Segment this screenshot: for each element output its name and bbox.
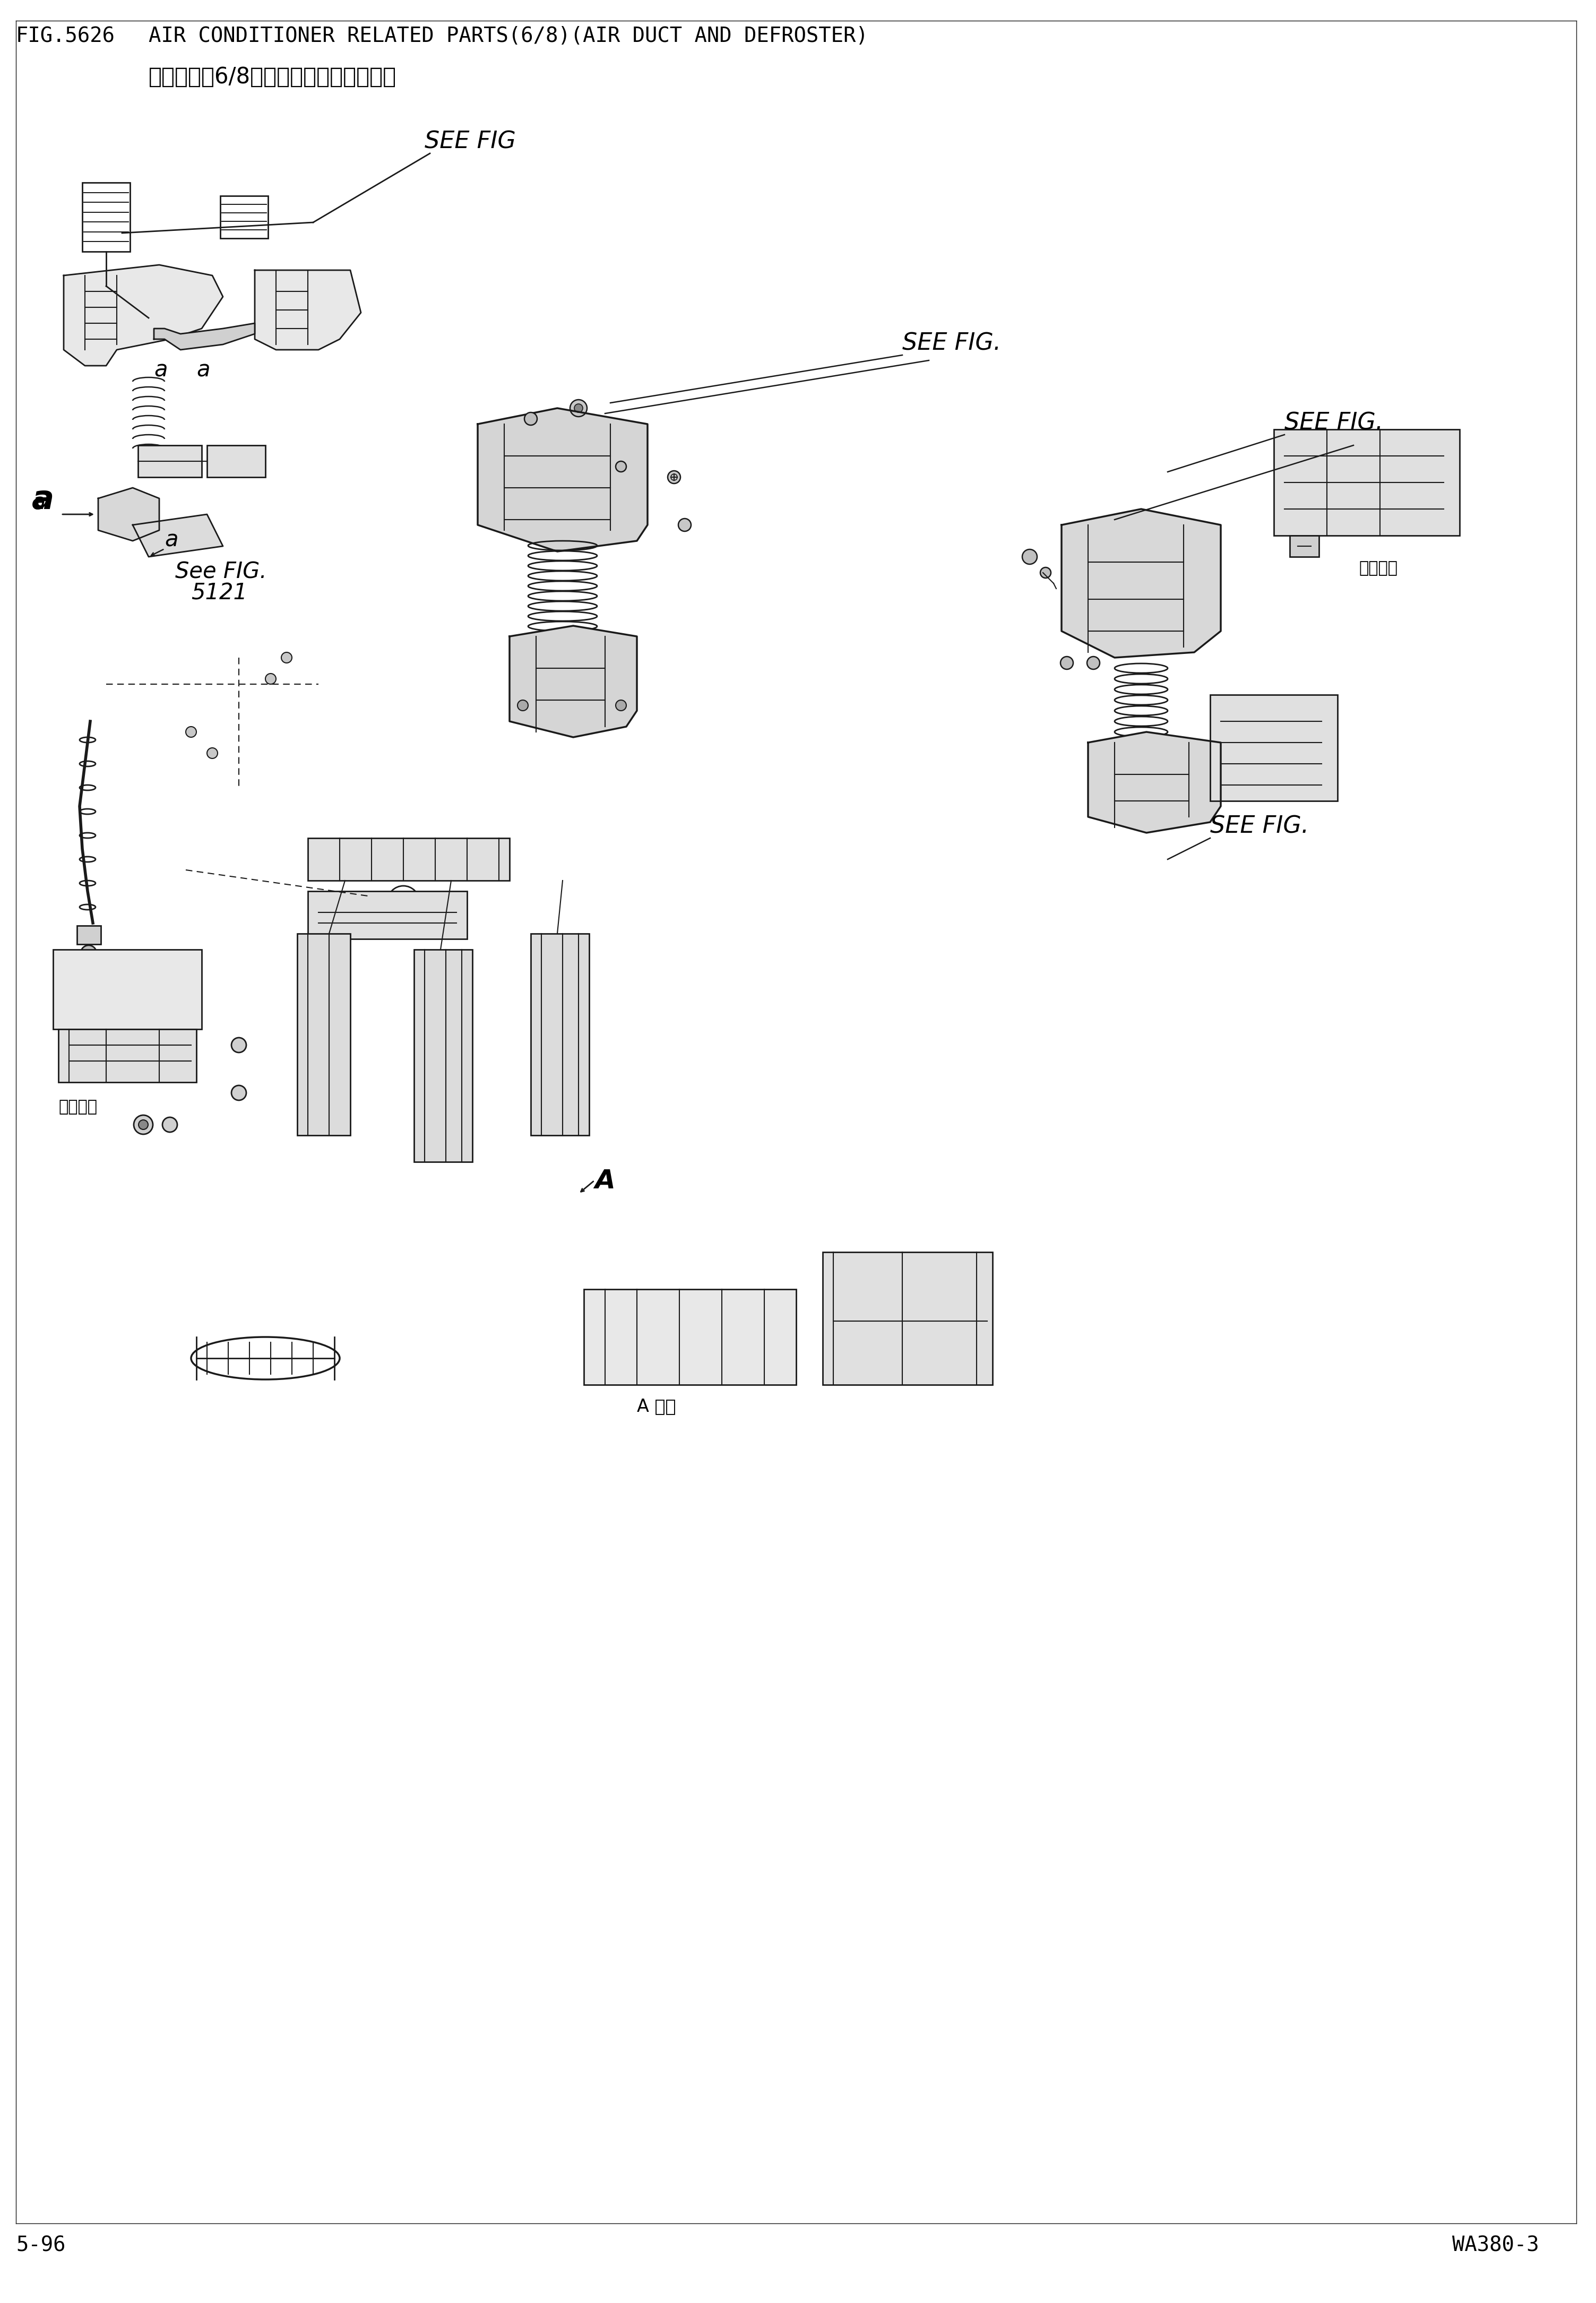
Circle shape: [139, 1119, 148, 1128]
Polygon shape: [509, 626, 637, 737]
Bar: [83, 182, 129, 251]
Text: FIG.5626: FIG.5626: [16, 25, 115, 46]
Circle shape: [163, 1117, 177, 1133]
Circle shape: [1060, 656, 1073, 670]
Circle shape: [1087, 656, 1100, 670]
Circle shape: [517, 700, 528, 712]
Text: a: a: [153, 359, 168, 380]
Bar: [207, 444, 265, 477]
Text: 5121: 5121: [192, 583, 247, 603]
Bar: [1290, 537, 1318, 557]
Bar: [297, 933, 350, 1135]
Circle shape: [616, 461, 626, 472]
Bar: [220, 196, 268, 237]
Circle shape: [1023, 550, 1037, 564]
Text: a: a: [164, 530, 179, 550]
Text: 空调组件（6/8）（导风管和除霜风道）: 空调组件（6/8）（导风管和除霜风道）: [148, 67, 396, 88]
Circle shape: [616, 700, 626, 712]
Circle shape: [1041, 567, 1050, 578]
Text: SEE FIG: SEE FIG: [425, 129, 516, 152]
Bar: [413, 949, 472, 1161]
Text: SEE FIG.: SEE FIG.: [1285, 412, 1384, 435]
Bar: [77, 926, 101, 944]
Bar: [59, 1029, 196, 1082]
Text: 月工运轴: 月工运轴: [59, 1099, 97, 1115]
Polygon shape: [132, 514, 223, 557]
Bar: [1274, 428, 1460, 537]
Text: SEE FIG.: SEE FIG.: [902, 332, 1001, 355]
Circle shape: [231, 1085, 246, 1101]
Text: a: a: [196, 359, 211, 380]
Bar: [137, 444, 201, 477]
Circle shape: [667, 470, 680, 484]
Circle shape: [185, 728, 196, 737]
Polygon shape: [64, 265, 223, 366]
Circle shape: [231, 1039, 246, 1052]
Bar: [53, 949, 201, 1029]
Bar: [1210, 696, 1337, 801]
Polygon shape: [153, 322, 255, 350]
Text: a: a: [32, 491, 45, 514]
Text: WA380-3: WA380-3: [1452, 2236, 1539, 2255]
Text: See FIG.: See FIG.: [176, 560, 267, 583]
Bar: [822, 1253, 993, 1384]
Circle shape: [575, 403, 583, 412]
Circle shape: [134, 1115, 153, 1135]
Circle shape: [570, 401, 587, 417]
Text: AIR CONDITIONER RELATED PARTS(6/8)(AIR DUCT AND DEFROSTER): AIR CONDITIONER RELATED PARTS(6/8)(AIR D…: [148, 25, 868, 46]
Bar: [584, 1290, 796, 1384]
Text: a: a: [32, 484, 54, 516]
Text: SEE FIG.: SEE FIG.: [1210, 815, 1309, 838]
Circle shape: [265, 672, 276, 684]
Polygon shape: [1088, 732, 1221, 834]
Circle shape: [207, 748, 217, 758]
Circle shape: [678, 518, 691, 532]
Circle shape: [81, 944, 97, 960]
Bar: [531, 933, 589, 1135]
Text: A: A: [594, 1168, 614, 1193]
Polygon shape: [477, 408, 648, 550]
Circle shape: [281, 652, 292, 663]
Circle shape: [525, 412, 538, 426]
Polygon shape: [99, 488, 160, 541]
Bar: [308, 838, 509, 880]
Polygon shape: [255, 269, 361, 350]
Text: 5-96: 5-96: [16, 2236, 65, 2255]
Bar: [308, 891, 468, 940]
Polygon shape: [1061, 509, 1221, 659]
Text: 备用支座: 备用支座: [1358, 560, 1398, 576]
Text: A 注明: A 注明: [637, 1398, 677, 1414]
